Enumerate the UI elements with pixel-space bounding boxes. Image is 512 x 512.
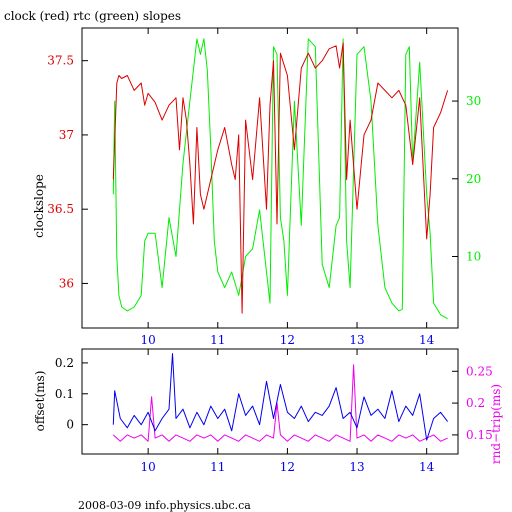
top-panel: clock (red) rtc (green) slopes clockslop… (4, 9, 481, 347)
bottom-right-y-axis-label: rnd−trip(ms) (489, 384, 503, 464)
top-left-y-tick-label: 37 (59, 128, 74, 142)
top-left-y-axis: 36 36.5 37 37.5 (47, 54, 88, 290)
bottom-left-y-axis-label: offset(ms) (33, 371, 47, 432)
top-x-tick-label: 13 (349, 333, 364, 347)
bottom-right-y-tick-label: 0.15 (466, 428, 493, 442)
bottom-left-y-tick-label: 0.2 (55, 356, 74, 370)
top-right-y-axis: 10 20 30 (452, 94, 481, 263)
bottom-x-axis: 10 11 12 13 14 (141, 349, 435, 474)
bottom-left-y-tick-label: 0.1 (55, 387, 74, 401)
top-right-y-tick-label: 30 (466, 94, 481, 108)
bottom-x-tick-label: 13 (349, 460, 364, 474)
bottom-series-group (112, 353, 448, 442)
top-left-y-tick-label: 36 (59, 276, 74, 290)
top-x-tick-label: 12 (280, 333, 295, 347)
top-right-y-tick-label: 10 (466, 249, 481, 263)
top-chart-title: clock (red) rtc (green) slopes (4, 9, 181, 23)
bottom-x-tick-label: 11 (210, 460, 225, 474)
top-plot-frame (81, 27, 459, 329)
top-x-tick-label: 10 (141, 333, 156, 347)
top-right-y-tick-label: 20 (466, 172, 481, 186)
top-left-y-tick-label: 37.5 (47, 54, 74, 68)
top-x-tick-label: 11 (210, 333, 225, 347)
bottom-series-rnd-trip-line (112, 364, 448, 442)
top-series-rtc-line (112, 38, 448, 320)
top-left-y-tick-label: 36.5 (47, 202, 74, 216)
top-x-axis: 10 11 12 13 14 (141, 28, 435, 347)
bottom-x-tick-label: 14 (419, 460, 435, 474)
bottom-x-tick-label: 10 (141, 460, 156, 474)
bottom-left-y-axis: 0 0.1 0.2 (55, 356, 88, 432)
bottom-left-y-tick-label: 0 (66, 418, 74, 432)
bottom-x-tick-label: 12 (280, 460, 295, 474)
top-y-axis-label: clockslope (32, 174, 46, 238)
top-series-clock-line (112, 42, 449, 314)
top-x-tick-label: 14 (419, 333, 435, 347)
bottom-series-offset-line (112, 353, 448, 441)
bottom-right-y-tick-label: 0.2 (466, 396, 485, 410)
bottom-right-y-axis: 0.15 0.2 0.25 (452, 364, 493, 442)
top-series-group (112, 38, 449, 320)
bottom-plot-frame (81, 348, 459, 455)
bottom-panel: offset(ms) rnd−trip(ms) 10 11 12 13 14 00.10… (33, 348, 503, 512)
bottom-right-y-tick-label: 0.25 (466, 364, 493, 378)
footer-text: 2008-03-09 info.physics.ubc.ca (78, 499, 251, 512)
